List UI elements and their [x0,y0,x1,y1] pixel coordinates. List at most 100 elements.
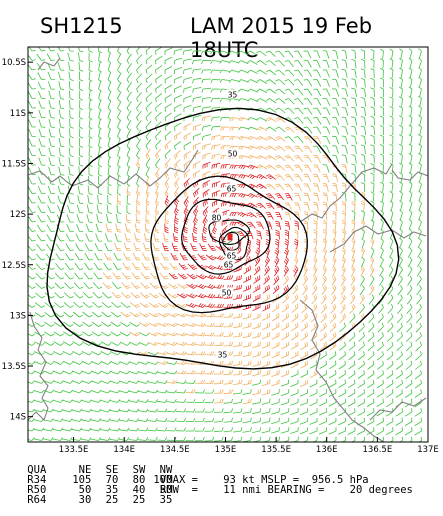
wind-barb [157,389,168,394]
wind-barb [332,145,339,154]
wind-barb [303,126,313,134]
wind-barb [71,399,83,403]
wind-barb [408,86,413,97]
wind-barb [155,204,160,215]
wind-barb [202,134,211,141]
wind-barb [389,191,394,202]
wind-barb [28,284,36,289]
wind-barb [161,252,169,261]
wind-barb [211,144,221,150]
wind-barb [359,275,365,287]
wind-barb [201,124,211,131]
wind-barb [201,87,212,93]
wind-barb [340,294,346,305]
wind-barb [369,266,375,277]
wind-barb [281,303,289,313]
wind-barb [175,436,186,441]
wind-barb [388,275,394,286]
wind-barb [300,332,308,341]
wind-barb [91,341,102,346]
wind-barb [164,112,172,122]
wind-barb [303,174,312,182]
wind-barb [221,218,230,226]
wind-barb [213,360,224,366]
wind-barb [256,164,268,170]
wind-barb [219,60,230,64]
wind-barb [88,47,93,53]
wind-barb [155,167,161,178]
wind-barb [69,109,74,120]
wind-barb [167,313,178,318]
wind-barb [379,96,384,107]
wind-barb [351,154,357,164]
wind-barb [110,321,121,327]
wind-barb [313,192,320,202]
wind-barb [28,195,36,204]
wind-barb [126,101,132,112]
wind-barb [347,398,356,407]
wind-barb [351,87,357,97]
wind-barb [136,54,143,65]
wind-barb [223,436,233,442]
wind-barb [193,214,199,225]
wind-barb [107,62,112,73]
wind-barb [98,90,102,102]
wind-barb [134,233,141,242]
wind-barb [387,322,394,333]
wind-barb [406,294,413,305]
wind-barb [98,71,102,83]
wind-barb [399,228,403,240]
wind-barb [262,303,270,312]
wind-barb [187,263,198,270]
wind-barb [320,294,327,305]
wind-barb [370,58,375,69]
wind-barb [92,282,103,289]
wind-barb [370,125,375,136]
wind-barb [28,342,36,346]
wind-barb [265,60,276,67]
wind-barb [201,78,212,84]
wind-barb [302,275,308,286]
wind-barb [300,370,308,378]
wind-barb [88,128,93,139]
wind-barb [213,370,224,375]
wind-barb [408,219,413,230]
wind-barb [193,160,201,169]
wind-barb [313,155,321,163]
wind-barb [223,417,233,423]
wind-barb [54,292,65,299]
wind-barb [290,408,299,416]
wind-barb [238,155,249,160]
wind-barb [341,219,346,230]
wind-barb [322,219,327,231]
wind-barb [389,181,394,192]
wind-barb [201,233,207,243]
wind-barb [284,220,291,230]
wind-barb [157,322,169,327]
wind-barb [328,370,337,379]
wind-barb [233,256,242,264]
wind-barb [331,436,337,442]
wind-barb [138,370,149,375]
wind-barb [418,143,422,154]
wind-barb [138,380,149,384]
wind-barb [341,107,349,116]
wind-barb [223,370,234,376]
wind-barb [290,332,299,341]
wind-barb [82,311,93,318]
wind-barb [155,47,163,55]
wind-barb [155,55,163,65]
wind-barb [264,247,270,259]
wind-barb [95,233,103,242]
wind-barb [96,204,103,214]
wind-barb [283,266,289,277]
wind-barb [351,49,357,60]
quadrant-header-cell: SE [105,464,119,476]
wind-barb [299,408,308,416]
wind-barb [62,380,73,384]
wind-barb [121,272,131,280]
wind-barb [202,161,211,169]
wind-barb [205,254,217,261]
wind-barb [284,229,289,240]
wind-barb [256,183,267,189]
